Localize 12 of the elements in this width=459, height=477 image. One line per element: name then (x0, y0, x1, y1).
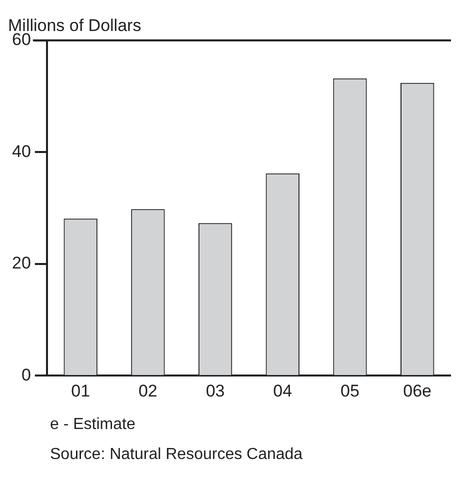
x-tick-label: 06e (403, 381, 432, 400)
x-tick-label: 01 (71, 381, 90, 400)
text: e - Estimate (50, 416, 136, 434)
x-tick-label: 03 (206, 381, 225, 400)
y-tick-label: 20 (12, 254, 31, 273)
x-tick-label: 05 (340, 381, 360, 400)
y-tick-label: 0 (21, 365, 31, 384)
source-note: Source: Natural Resources Canada (50, 446, 304, 464)
x-tick-label: 02 (138, 381, 158, 400)
y-tick-label: 40 (12, 142, 31, 161)
x-tick-label: 04 (273, 381, 292, 400)
y-tick-label: 60 (12, 30, 31, 50)
